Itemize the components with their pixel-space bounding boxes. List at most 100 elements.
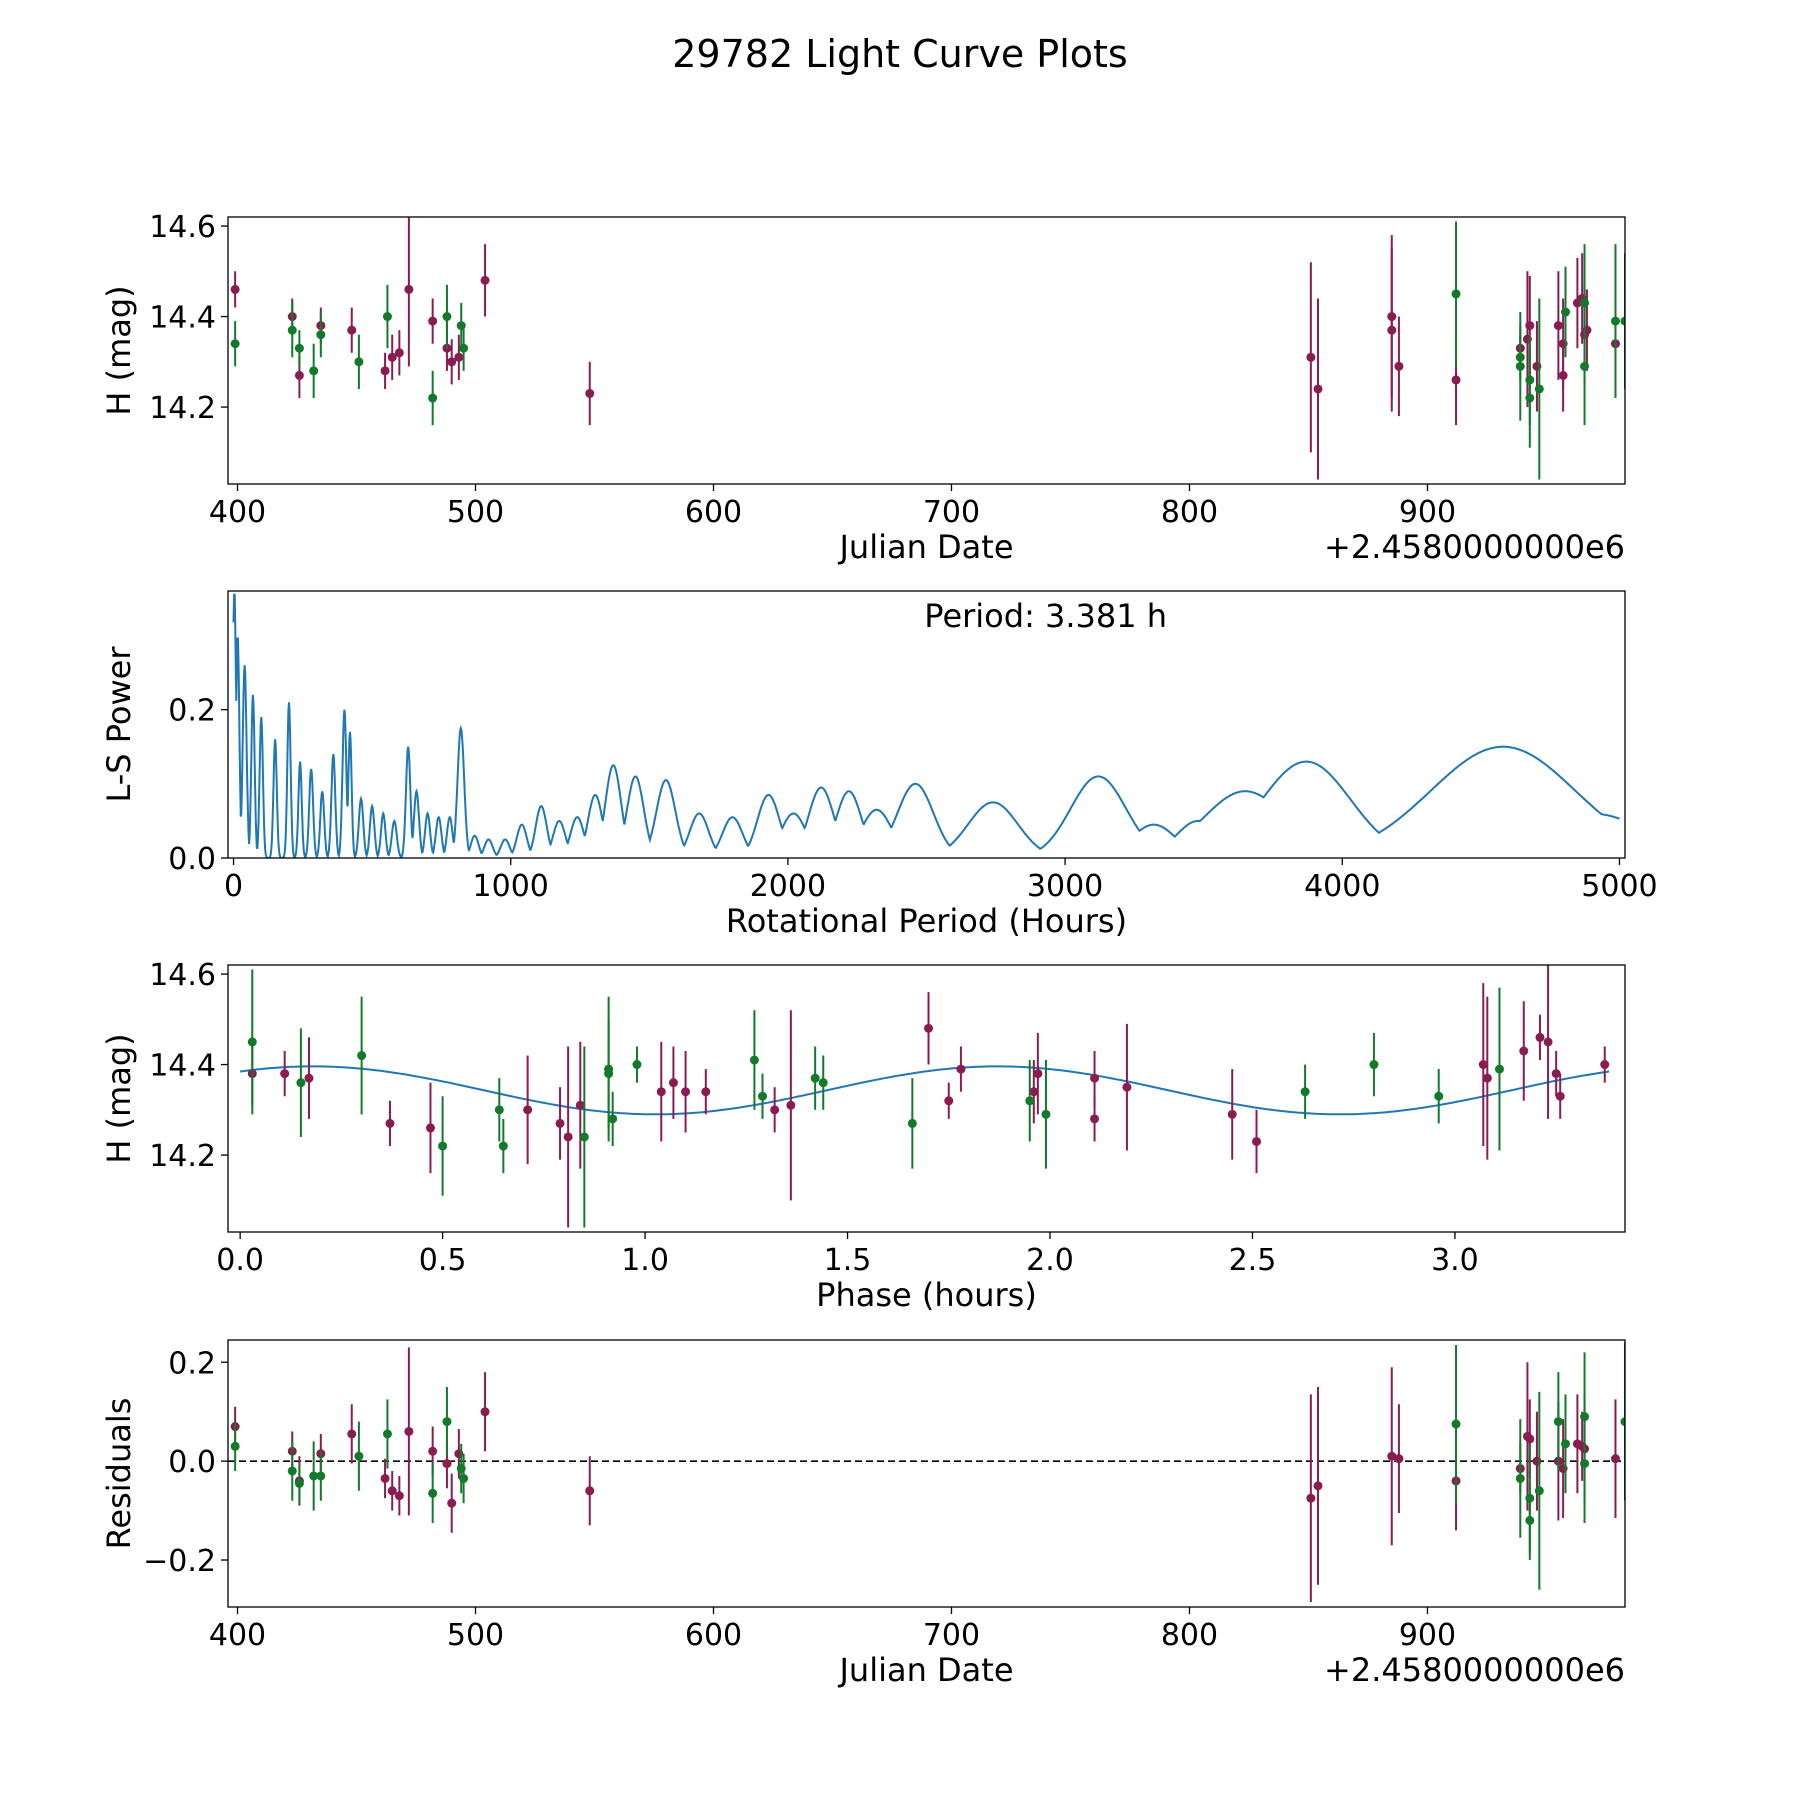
data-point-g (296, 1078, 306, 1088)
plot-area (232, 593, 1620, 858)
axes-frame (227, 964, 1626, 1233)
data-point-r (347, 325, 357, 335)
data-point-r (786, 1100, 796, 1110)
x-tick-label: 3000 (1027, 869, 1103, 904)
data-point-g (1580, 298, 1590, 308)
x-offset-label: +2.4580000000e6 (1324, 528, 1625, 566)
data-point-g (247, 1037, 257, 1047)
data-point-r (1482, 1073, 1492, 1083)
data-point-g (1369, 1060, 1379, 1070)
x-tick-label: 900 (1399, 1618, 1456, 1653)
data-point-g (382, 1429, 392, 1439)
y-tick-label: 14.4 (149, 1049, 216, 1084)
data-point-r (1555, 1091, 1565, 1101)
y-tick-label: 14.6 (149, 210, 216, 245)
plot-area (230, 217, 1625, 480)
data-point-g (309, 1471, 319, 1481)
plot-area (239, 965, 1610, 1228)
data-point-g (294, 1478, 304, 1488)
y-axis-label: H (mag) (100, 1033, 138, 1163)
data-point-g (1561, 307, 1571, 317)
y-tick-label: 14.2 (149, 1139, 216, 1174)
data-point-r (425, 1123, 435, 1133)
data-point-r (1090, 1114, 1100, 1124)
data-point-r (294, 370, 304, 380)
data-point-r (1252, 1136, 1262, 1146)
data-point-r (1451, 375, 1461, 385)
data-point-r (944, 1096, 954, 1106)
data-point-g (428, 393, 438, 403)
data-point-g (438, 1141, 448, 1151)
plot-area (228, 1342, 1625, 1603)
ls-power-line (232, 593, 1620, 858)
x-tick-label: 500 (447, 1618, 504, 1653)
data-point-r (1525, 1434, 1535, 1444)
data-point-g (357, 1051, 367, 1061)
data-point-g (1525, 1493, 1535, 1503)
data-point-r (1610, 1454, 1620, 1464)
data-point-r (1535, 1032, 1545, 1042)
data-point-r (447, 357, 457, 367)
data-point-r (668, 1078, 678, 1088)
data-point-r (428, 316, 438, 326)
x-tick-label: 600 (685, 495, 742, 530)
data-point-g (579, 1132, 589, 1142)
x-axis-label: Rotational Period (Hours) (726, 902, 1127, 940)
data-point-r (394, 348, 404, 358)
x-tick-label: 0.0 (216, 1243, 264, 1278)
data-point-r (1525, 321, 1535, 331)
x-tick-label: 3.0 (1431, 1243, 1479, 1278)
data-point-g (442, 312, 452, 322)
data-point-r (1387, 325, 1397, 335)
data-point-g (1620, 316, 1625, 326)
data-point-g (230, 339, 240, 349)
figure-title: 29782 Light Curve Plots (672, 32, 1127, 76)
data-point-r (656, 1087, 666, 1097)
data-point-r (924, 1023, 934, 1033)
x-tick-label: 2.0 (1026, 1243, 1074, 1278)
x-tick-label: 1.5 (824, 1243, 872, 1278)
data-point-g (604, 1064, 614, 1074)
data-point-r (480, 275, 490, 285)
x-axis-label: Julian Date (837, 1651, 1013, 1689)
y-tick-label: 14.6 (149, 958, 216, 993)
data-point-g (907, 1118, 917, 1128)
data-point-r (230, 284, 240, 294)
data-point-g (1494, 1064, 1504, 1074)
x-tick-label: 2000 (750, 869, 826, 904)
x-tick-label: 900 (1399, 495, 1456, 530)
data-point-r (575, 1100, 585, 1110)
data-point-r (387, 352, 397, 362)
axes-frame (227, 216, 1626, 485)
data-point-r (563, 1132, 573, 1142)
x-offset-label: +2.4580000000e6 (1324, 1651, 1625, 1689)
data-point-g (1534, 1486, 1544, 1496)
data-point-g (354, 1451, 364, 1461)
data-point-g (316, 1471, 326, 1481)
model-fit-curve (239, 1065, 1610, 1116)
data-point-r (380, 1473, 390, 1483)
data-point-r (447, 1498, 457, 1508)
data-point-g (382, 312, 392, 322)
data-point-r (304, 1073, 314, 1083)
data-point-r (956, 1064, 966, 1074)
data-point-g (1300, 1087, 1310, 1097)
y-tick-label: 0.0 (168, 842, 216, 877)
data-point-r (380, 366, 390, 376)
data-point-g (608, 1114, 618, 1124)
data-point-g (459, 1473, 469, 1483)
subplot-periodogram: 0 1000 2000 3000 4000 5000 0.0 0.2 Rotational Pe… (100, 590, 1658, 940)
data-point-g (287, 1466, 297, 1476)
y-tick-label: 14.4 (149, 301, 216, 336)
data-point-g (1580, 1459, 1590, 1469)
data-point-g (1525, 393, 1535, 403)
data-point-g (1580, 361, 1590, 371)
data-point-g (354, 357, 364, 367)
y-tick-label: 0.0 (168, 1445, 216, 1480)
y-tick-label: 0.2 (168, 694, 216, 729)
data-point-r (701, 1087, 711, 1097)
data-point-r (1543, 1037, 1553, 1047)
data-point-r (1122, 1082, 1132, 1092)
x-tick-label: 0.5 (419, 1243, 467, 1278)
data-point-r (585, 1486, 595, 1496)
